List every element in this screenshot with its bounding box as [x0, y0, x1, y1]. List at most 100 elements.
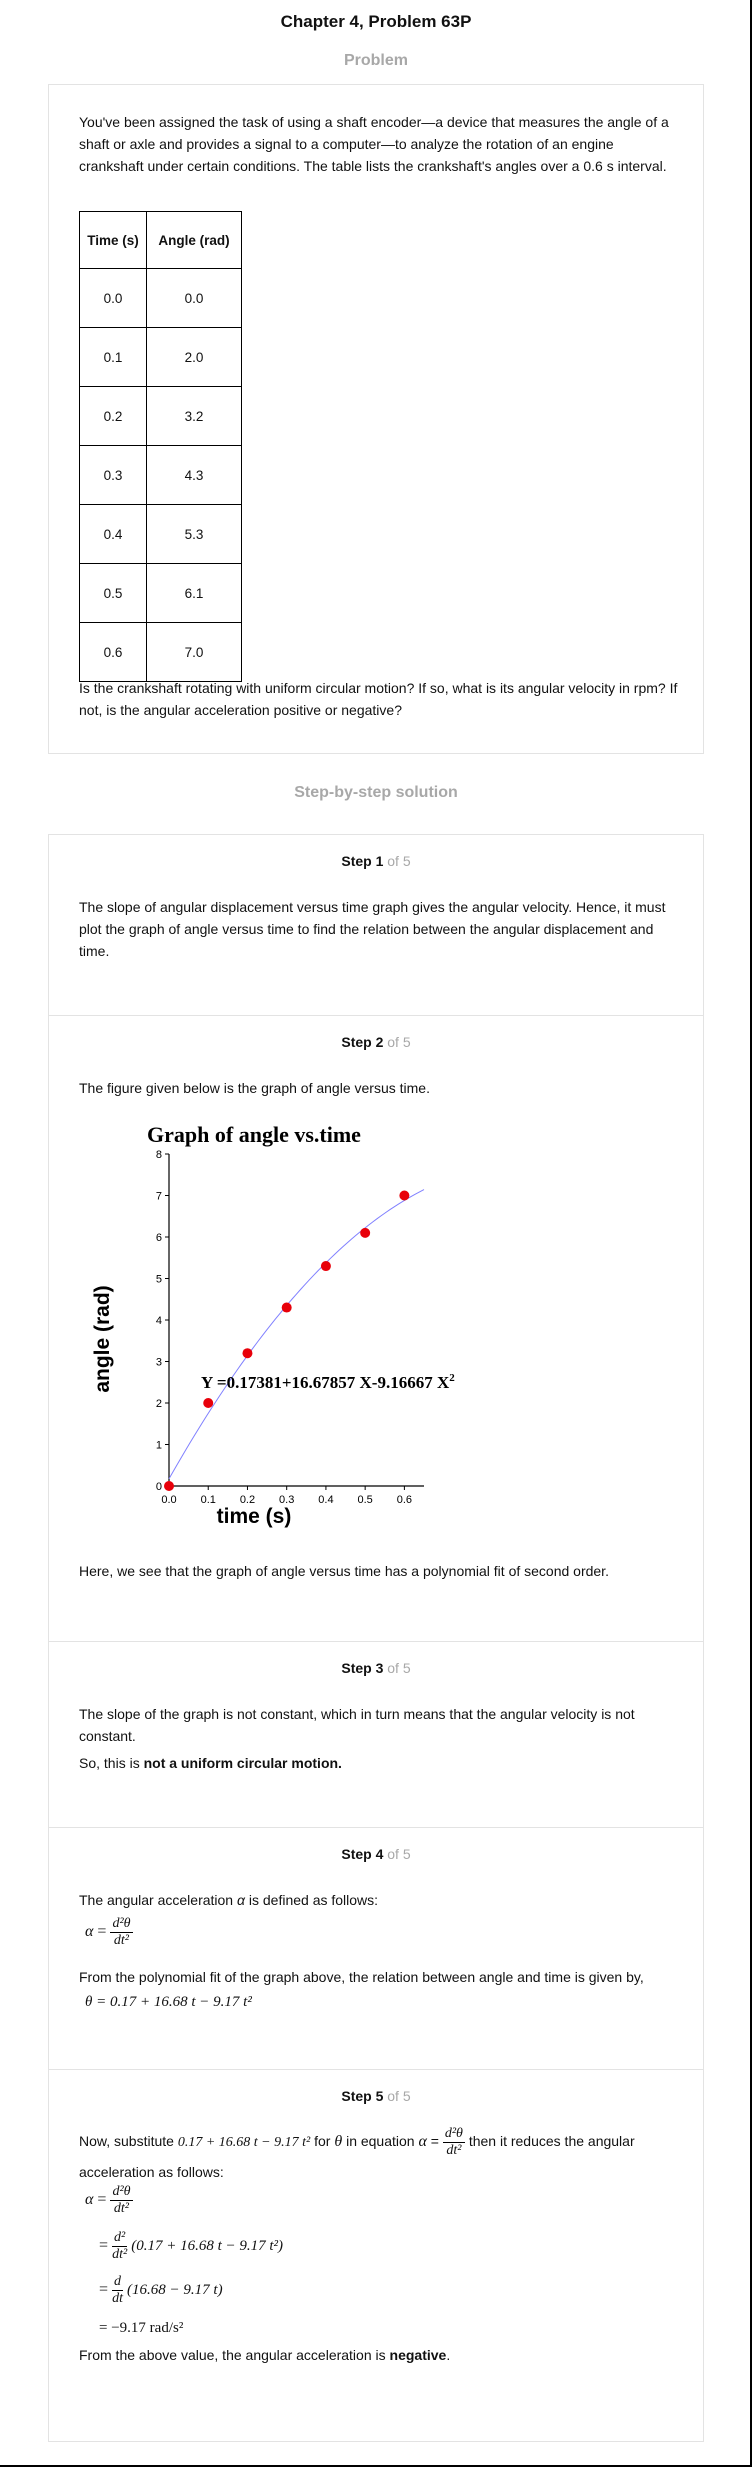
table-row: 0.5 6.1	[79, 563, 242, 623]
table-cell: 5.3	[146, 504, 242, 564]
step-3-conclusion-bold: not a uniform circular motion.	[143, 1755, 342, 1771]
data-point	[360, 1227, 371, 1238]
step-2: Step 2 of 5 The figure given below is th…	[49, 1015, 703, 1642]
table-header-time: Time (s)	[79, 211, 147, 269]
step-2-after: Here, we see that the graph of angle ver…	[79, 1563, 609, 1579]
equals-sign: =	[97, 2191, 107, 2209]
solution-heading: Step-by-step solution	[294, 784, 458, 801]
step-5-t1: Now, substitute	[79, 2133, 178, 2150]
fraction-denominator: dt²	[113, 2201, 130, 2216]
table-cell: 0.2	[79, 386, 147, 446]
alpha-symbol: α	[85, 1923, 94, 1941]
second-derivative-fraction: d²θ dt²	[442, 2126, 465, 2159]
fraction-denominator: dt	[112, 2291, 123, 2306]
table-cell: 0.5	[79, 563, 147, 623]
y-tick-label: 5	[156, 1274, 162, 1286]
table-cell: 0.0	[79, 268, 147, 328]
step-1: Step 1 of 5 The slope of angular displac…	[49, 835, 703, 1015]
data-point	[203, 1398, 214, 1408]
final-bold: negative	[389, 2347, 447, 2363]
theta-symbol: θ	[334, 2133, 343, 2151]
step-3-text: The slope of the graph is not constant, …	[79, 1706, 635, 1744]
table-row: 0.3 4.3	[79, 445, 242, 505]
chart-title: Graph of angle vs.time	[147, 1122, 361, 1147]
table-header-angle: Angle (rad)	[146, 211, 242, 269]
problem-heading: Problem	[343, 52, 408, 69]
step-of-total: of 5	[387, 1660, 411, 1676]
angle-table: Time (s) Angle (rad) 0.0 0.0 0.1 2.0 0.2 3.…	[79, 211, 242, 682]
step-4-text-a: The angular acceleration	[79, 1892, 237, 1908]
table-header-row: Time (s) Angle (rad)	[79, 211, 242, 269]
step-label: Step 2	[341, 1034, 384, 1050]
poly-expression: 0.17 + 16.68 t − 9.17 t²	[177, 2135, 311, 2151]
step-4-text: The angular acceleration α is defined as…	[79, 1889, 673, 1911]
alpha-symbol: α	[85, 2191, 94, 2209]
step-of-total: of 5	[387, 1846, 411, 1862]
step-1-title: Step 1 of 5	[49, 853, 703, 869]
angle-vs-time-chart: Graph of angle vs.time 0 1 2 3 4 5 6 7 8 0.0 0.1 0.…	[91, 1122, 455, 1528]
y-tick-label: 0	[156, 1481, 162, 1493]
alpha-symbol: α	[237, 1892, 245, 1908]
table-row: 0.4 5.3	[79, 504, 242, 564]
derivation-line-1: α = d²θ dt²	[85, 2184, 133, 2217]
second-derivative-fraction: d²θ dt²	[110, 2184, 133, 2217]
data-point	[399, 1190, 410, 1201]
table-cell: 0.0	[146, 268, 242, 328]
page-title: Chapter 4, Problem 63P	[280, 12, 472, 31]
y-tick-label: 2	[156, 1398, 162, 1410]
step-5-t2: for	[310, 2133, 335, 2150]
table-cell: 4.3	[146, 445, 242, 505]
table-cell: 6.1	[146, 563, 242, 623]
table-cell: 0.1	[79, 327, 147, 387]
y-axis-label: angle (rad)	[91, 1285, 114, 1392]
fit-equation-text: Y =0.17381+16.67857 X-9.16667 X	[201, 1373, 450, 1392]
step-3: Step 3 of 5 The slope of the graph is no…	[49, 1641, 703, 1828]
first-derivative-operator: d dt	[112, 2274, 124, 2307]
step-4-text-b: is defined as follows:	[244, 1892, 379, 1908]
problem-question: Is the crankshaft rotating with uniform …	[79, 680, 678, 718]
fraction-numerator: d	[112, 2274, 124, 2291]
step-2-text: The figure given below is the graph of a…	[79, 1080, 430, 1096]
data-point	[320, 1261, 331, 1272]
step-2-title: Step 2 of 5	[49, 1034, 703, 1050]
step-5: Step 5 of 5 Now, substitute 0.17 + 16.68…	[49, 2069, 703, 2442]
x-tick-label: 0.6	[397, 1494, 412, 1506]
step-5-final: From the above value, the angular accele…	[79, 2344, 673, 2366]
second-derivative-fraction: d²θ dt²	[110, 1916, 133, 1949]
step-4-title: Step 4 of 5	[49, 1846, 703, 1862]
fraction-denominator: dt²	[446, 2143, 462, 2158]
step-5-t4: then it reduces the angular acceleration…	[79, 2133, 635, 2180]
step-3-title: Step 3 of 5	[49, 1660, 703, 1676]
table-row: 0.6 7.0	[79, 622, 242, 682]
y-tick-label: 6	[156, 1232, 162, 1244]
y-tick-label: 4	[156, 1315, 162, 1327]
x-tick-label: 0.2	[240, 1494, 255, 1506]
y-tick-label: 3	[156, 1357, 162, 1369]
table-row: 0.1 2.0	[79, 327, 242, 387]
equals-sign: =	[430, 2133, 439, 2150]
fraction-denominator: dt²	[113, 1933, 130, 1948]
step-label: Step 1	[341, 853, 384, 869]
step-of-total: of 5	[387, 1034, 411, 1050]
step-label: Step 3	[341, 1660, 384, 1676]
equals-sign: =	[99, 2237, 109, 2255]
x-tick-label: 0.4	[318, 1494, 333, 1506]
x-tick-label: 0.0	[161, 1494, 176, 1506]
step-4: Step 4 of 5 The angular acceleration α i…	[49, 1827, 703, 2070]
final-prefix: From the above value, the angular accele…	[79, 2347, 390, 2363]
table-row: 0.2 3.2	[79, 386, 242, 446]
fraction-numerator: d²θ	[110, 1916, 133, 1933]
derivation-line-2: = d² dt² (0.17 + 16.68 t − 9.17 t²)	[99, 2230, 283, 2263]
parenthesized-linear: (16.68 − 9.17 t)	[127, 2282, 223, 2299]
step-3-conclusion: So, this is not a uniform circular motio…	[79, 1752, 673, 1774]
x-tick-label: 0.1	[201, 1494, 216, 1506]
equals-sign: =	[99, 2281, 109, 2299]
step-5-title: Step 5 of 5	[49, 2088, 703, 2104]
x-tick-label: 0.5	[358, 1494, 373, 1506]
step-label: Step 4	[341, 1846, 384, 1862]
fraction-denominator: dt²	[112, 2247, 128, 2262]
step-label: Step 5	[341, 2088, 384, 2104]
data-point	[164, 1481, 174, 1491]
theta-polynomial: θ = 0.17 + 16.68 t − 9.17 t²	[85, 1994, 252, 2010]
data-point	[242, 1348, 253, 1359]
